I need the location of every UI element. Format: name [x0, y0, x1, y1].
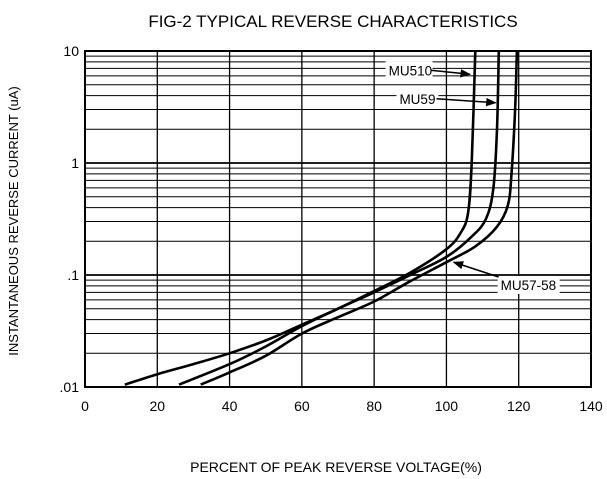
x-axis-label: PERCENT OF PEAK REVERSE VOLTAGE(%) [190, 459, 482, 475]
x-tick-label: 40 [222, 398, 238, 414]
x-tick-label: 120 [507, 398, 531, 414]
series-annotations: MU510 MU59 MU57-58 [385, 61, 560, 294]
annotation-mu59: MU59 [396, 89, 497, 108]
x-tick-label: 0 [81, 398, 89, 414]
x-tick-label: 100 [435, 398, 459, 414]
annotation-background [497, 275, 560, 294]
annotation-arrow [436, 97, 497, 107]
annotation-background [396, 89, 439, 108]
annotation-arrow [430, 69, 471, 78]
annotation-label: MU57-58 [501, 278, 557, 293]
x-tick-label: 80 [366, 398, 382, 414]
annotation-arrow [452, 261, 499, 278]
x-tick-label: 140 [579, 398, 603, 414]
y-tick-label: 10 [63, 43, 79, 59]
y-tick-labels: .01 .1 1 10 [60, 43, 80, 395]
x-tick-labels: 0 20 40 60 80 100 120 140 [81, 398, 603, 414]
x-tick-label: 60 [294, 398, 310, 414]
curve-mu59 [178, 50, 501, 386]
y-tick-label: 1 [71, 155, 79, 171]
x-tick-label: 20 [149, 398, 165, 414]
chart-title: FIG-2 TYPICAL REVERSE CHARACTERISTICS [148, 12, 517, 31]
plot-frame [84, 50, 592, 388]
annotation-label: MU59 [399, 92, 435, 107]
y-axis-label: INSTANTANEOUS REVERSE CURRENT (uA) [6, 86, 21, 355]
annotation-background [385, 61, 433, 80]
y-tick-label: .01 [60, 379, 80, 395]
annotation-label: MU510 [389, 63, 433, 78]
series-curves [124, 50, 519, 386]
curve-mu57-58 [200, 50, 519, 386]
annotation-mu57-58: MU57-58 [452, 261, 560, 294]
annotation-mu510: MU510 [385, 61, 471, 80]
y-tick-label: .1 [67, 267, 79, 283]
